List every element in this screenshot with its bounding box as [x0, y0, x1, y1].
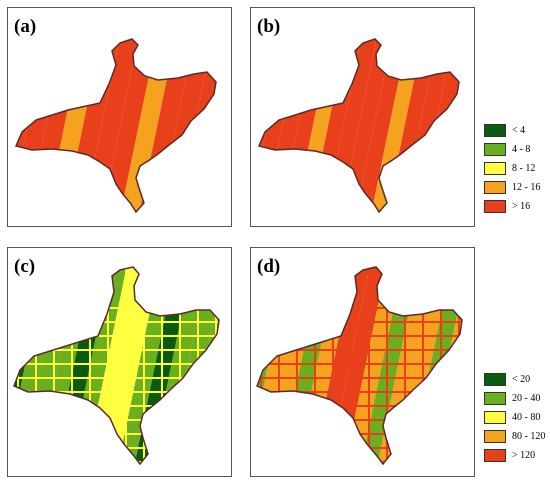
region-map-a — [14, 8, 231, 226]
legend-swatch — [484, 180, 506, 194]
panel-label-c: (c) — [14, 256, 36, 277]
value-band — [211, 267, 219, 464]
panel-label-b: (b) — [257, 16, 281, 37]
legend-top-item: 12 - 16 — [484, 180, 540, 194]
value-band — [259, 39, 292, 212]
value-band — [227, 248, 231, 476]
legend-label: > 120 — [512, 449, 536, 461]
legend-label: < 4 — [512, 124, 526, 136]
legend-label: 40 - 80 — [512, 411, 541, 423]
region-boundary — [256, 266, 463, 466]
legend-bottom-item: 40 - 80 — [484, 410, 540, 424]
map-panel-a: (a) — [7, 7, 232, 227]
legend-swatch — [484, 410, 506, 424]
legend-label: 80 - 120 — [512, 430, 546, 442]
value-band — [455, 39, 459, 212]
legend-swatch — [484, 391, 506, 405]
value-band — [470, 248, 474, 476]
region-map-d — [256, 248, 474, 476]
legend-top-item: 8 - 12 — [484, 161, 535, 175]
legend-label: < 20 — [512, 373, 531, 385]
legend-bottom-item: 20 - 40 — [484, 391, 540, 405]
legend-bottom-item: > 120 — [484, 448, 535, 462]
value-band — [225, 8, 231, 226]
legend-label: 12 - 16 — [512, 181, 541, 193]
map-panel-d: (d) — [250, 247, 475, 477]
legend-top-item: < 4 — [484, 123, 525, 137]
value-band — [194, 267, 219, 464]
legend-label: 20 - 40 — [512, 392, 541, 404]
legend-swatch — [484, 448, 506, 462]
value-band — [471, 8, 474, 226]
value-band — [454, 267, 462, 464]
legend-top-item: > 16 — [484, 199, 530, 213]
map-panel-c: (c) — [7, 247, 232, 477]
value-band — [206, 39, 216, 212]
legend-top: < 4 4 - 8 8 - 12 12 - 16 > 16 — [484, 123, 548, 213]
region-fill — [16, 8, 231, 226]
legend-swatch — [484, 142, 506, 156]
region-fill — [257, 248, 474, 476]
panel-label-d: (d) — [257, 256, 281, 277]
value-band — [440, 39, 459, 212]
region-fill — [259, 8, 474, 226]
region-map-c — [13, 248, 231, 476]
legend-swatch — [484, 372, 506, 386]
region-boundary — [257, 38, 460, 214]
legend-swatch — [484, 429, 506, 443]
legend-bottom: < 20 20 - 40 40 - 80 80 - 120 > 120 — [484, 372, 548, 462]
panel-label-a: (a) — [14, 16, 37, 37]
legend-label: 4 - 8 — [512, 143, 531, 155]
legend-bottom-item: < 20 — [484, 372, 530, 386]
legend-swatch — [484, 161, 506, 175]
region-map-b — [257, 8, 474, 226]
region-boundary — [13, 266, 220, 466]
legend-top-item: 4 - 8 — [484, 142, 530, 156]
region-fill — [14, 248, 231, 476]
legend-bottom-item: 80 - 120 — [484, 429, 545, 443]
legend-swatch — [484, 123, 506, 137]
legend-label: > 16 — [512, 200, 531, 212]
value-band — [437, 267, 462, 464]
map-panel-b: (b) — [250, 7, 475, 227]
legend-label: 8 - 12 — [512, 162, 536, 174]
region-boundary — [14, 38, 217, 214]
legend-swatch — [484, 199, 506, 213]
